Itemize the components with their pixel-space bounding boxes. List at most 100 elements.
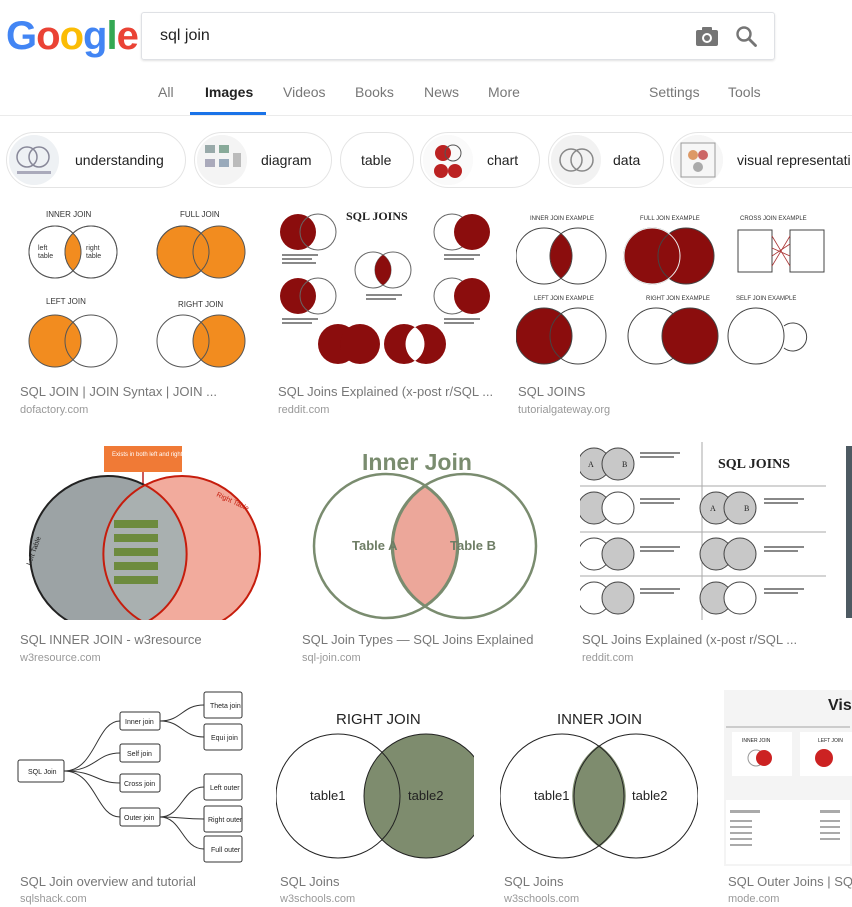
result-source: w3schools.com (280, 893, 356, 905)
image-result[interactable]: RIGHT JOIN table1 table2 SQL Joins w3sch… (276, 690, 474, 907)
result-source: reddit.com (278, 404, 330, 416)
logo-letter: o (59, 14, 84, 58)
img-text: A (710, 504, 716, 513)
result-caption[interactable]: SQL Outer Joins | SQ (728, 874, 852, 889)
result-source: reddit.com (582, 652, 634, 664)
result-caption[interactable]: SQL Join overview and tutorial (20, 874, 196, 889)
google-logo[interactable]: Google (6, 14, 139, 59)
img-text: Equi join (211, 735, 238, 742)
chip-label: chart (487, 152, 519, 168)
result-caption[interactable]: SQL JOINS (518, 384, 586, 399)
tab-videos[interactable]: Videos (283, 84, 326, 100)
result-source: mode.com (728, 893, 780, 905)
img-text: RIGHT JOIN (178, 300, 223, 309)
chip-data[interactable]: data (548, 132, 664, 188)
img-text: FULL JOIN (180, 210, 220, 219)
img-text: INNER JOIN EXAMPLE (530, 216, 594, 222)
tab-tools[interactable]: Tools (728, 84, 761, 100)
result-thumbnail[interactable]: Visu INNER JOIN LEFT JOIN (724, 690, 852, 866)
img-text: Table A (352, 538, 398, 553)
chip-chart[interactable]: chart (420, 132, 540, 188)
result-source: tutorialgateway.org (518, 404, 611, 416)
img-text: CROSS JOIN EXAMPLE (740, 216, 807, 222)
chip-thumbnail (423, 135, 473, 185)
img-text: table (38, 253, 53, 260)
result-source: sql-join.com (302, 652, 361, 664)
img-text: table1 (534, 788, 569, 803)
result-thumbnail[interactable]: INNER JOIN FULL JOIN LEFT JOIN RIGHT JOI… (18, 208, 250, 376)
chip-understanding[interactable]: understanding (6, 132, 186, 188)
chip-thumbnail (197, 135, 247, 185)
result-caption[interactable]: SQL Joins Explained (x-post r/SQL ... (582, 632, 798, 647)
img-text: table2 (408, 788, 443, 803)
logo-letter: g (83, 14, 107, 58)
result-source: w3resource.com (20, 652, 101, 664)
chip-visual-representation[interactable]: visual representati (670, 132, 852, 188)
search-input[interactable] (158, 13, 682, 59)
image-result[interactable]: SQL JOINS A B A B SQL Joins Explained (x… (580, 442, 826, 668)
image-result[interactable]: SQL Join Inner join Self join Cross join… (16, 690, 252, 907)
img-text: LEFT JOIN (46, 297, 86, 306)
chip-thumbnail (673, 135, 723, 185)
result-caption[interactable]: SQL Joins (504, 874, 564, 889)
img-text: A (588, 460, 594, 469)
tab-more[interactable]: More (488, 84, 520, 100)
result-source: w3schools.com (504, 893, 580, 905)
chip-thumbnail (551, 135, 601, 185)
img-text: left (38, 245, 47, 252)
image-result[interactable]: INNER JOIN FULL JOIN LEFT JOIN RIGHT JOI… (18, 208, 250, 426)
img-text: Theta join (210, 703, 241, 710)
active-tab-indicator (190, 112, 266, 115)
logo-letter: G (6, 14, 37, 58)
image-result[interactable]: Inner Join Table A Table B SQL Join Type… (300, 442, 552, 668)
img-text: SQL JOINS (346, 209, 408, 223)
chip-label: diagram (261, 152, 312, 168)
image-result[interactable]: Visu INNER JOIN LEFT JOIN SQL Outer Join… (724, 690, 852, 907)
header-divider (0, 115, 852, 116)
img-text: B (622, 460, 627, 469)
result-thumbnail[interactable]: SQL Join Inner join Self join Cross join… (16, 690, 252, 868)
img-text: SQL JOINS (718, 457, 790, 472)
logo-letter: e (116, 14, 139, 58)
result-thumbnail[interactable]: SQL JOINS (276, 208, 492, 376)
image-result[interactable]: INNER JOIN EXAMPLE FULL JOIN EXAMPLE CRO… (516, 208, 836, 426)
img-text: Table B (450, 538, 496, 553)
result-thumbnail[interactable]: Inner Join Table A Table B (300, 442, 552, 620)
result-caption[interactable]: SQL INNER JOIN - w3resource (20, 632, 202, 647)
result-thumbnail[interactable]: RIGHT JOIN table1 table2 (276, 690, 474, 868)
tab-news[interactable]: News (424, 84, 460, 100)
result-caption[interactable]: SQL Joins Explained (x-post r/SQL ... (278, 384, 494, 399)
chip-diagram[interactable]: diagram (194, 132, 332, 188)
tab-images[interactable]: Images (205, 84, 254, 100)
img-text: table2 (632, 788, 667, 803)
image-result[interactable]: Exists in both left and right tables Lef… (18, 442, 272, 668)
img-text: Inner join (125, 719, 154, 726)
result-thumbnail[interactable]: INNER JOIN table1 table2 (500, 690, 698, 868)
tab-all[interactable]: All (158, 84, 174, 100)
result-source: dofactory.com (20, 404, 89, 416)
img-text: Full outer (211, 847, 241, 854)
tab-books[interactable]: Books (355, 84, 394, 100)
partial-thumbnail[interactable] (846, 446, 852, 618)
img-text: LEFT JOIN (818, 738, 843, 744)
camera-icon[interactable] (695, 25, 719, 47)
search-box (141, 12, 775, 60)
result-caption[interactable]: SQL Join Types — SQL Joins Explained (302, 632, 534, 647)
image-result[interactable]: INNER JOIN table1 table2 SQL Joins w3sch… (500, 690, 698, 907)
img-text: Exists in both left and right tables (112, 452, 200, 458)
search-icon[interactable] (734, 24, 758, 48)
result-caption[interactable]: SQL JOIN | JOIN Syntax | JOIN ... (20, 384, 217, 399)
result-caption[interactable]: SQL Joins (280, 874, 340, 889)
image-result[interactable]: SQL JOINS SQL Joins Explained (x-post r/… (276, 208, 494, 426)
tab-settings[interactable]: Settings (649, 84, 700, 100)
img-text: Inner Join (362, 449, 472, 475)
img-text: right (86, 245, 100, 252)
img-text: RIGHT JOIN (336, 711, 421, 728)
result-thumbnail[interactable]: INNER JOIN EXAMPLE FULL JOIN EXAMPLE CRO… (516, 208, 836, 376)
result-thumbnail[interactable]: Exists in both left and right tables Lef… (18, 442, 272, 620)
result-thumbnail[interactable]: SQL JOINS A B A B (580, 442, 826, 620)
img-text: table (86, 253, 101, 260)
chip-label: table (361, 152, 392, 168)
chip-table[interactable]: table (340, 132, 414, 188)
logo-letter: l (106, 14, 117, 58)
